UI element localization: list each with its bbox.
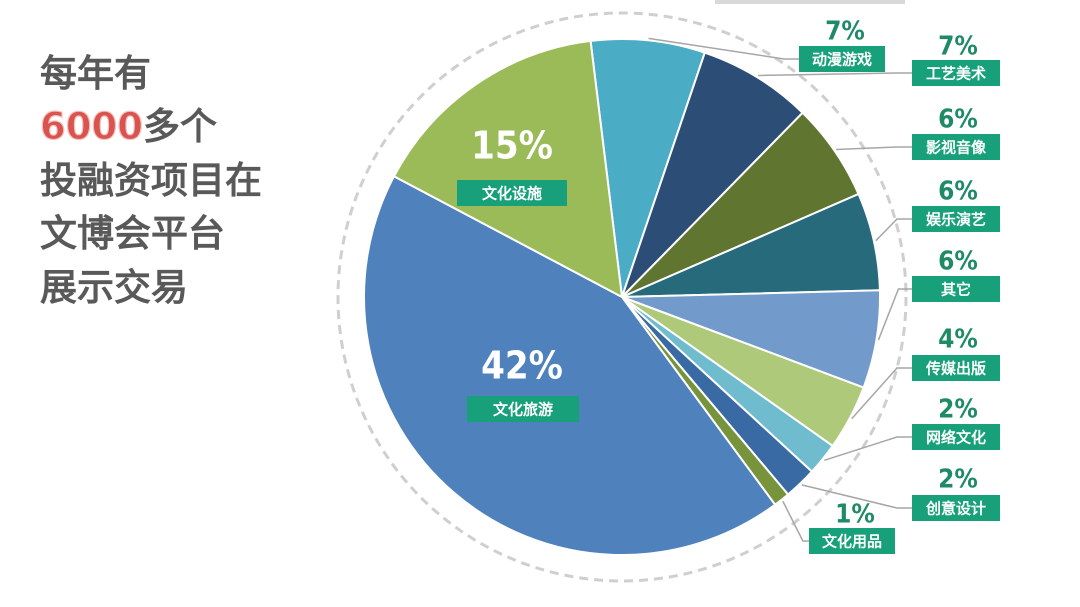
- category-label: 工艺美术: [926, 65, 986, 83]
- headline-line: 展示交易: [40, 266, 188, 309]
- value-label: 6%: [938, 247, 978, 277]
- leader-line: [851, 367, 912, 420]
- value-label: 42%: [481, 344, 563, 388]
- headline-line: 文博会平台: [40, 212, 225, 255]
- value-label: 6%: [938, 105, 978, 135]
- value-label: 7%: [825, 17, 865, 47]
- leader-line: [782, 500, 809, 542]
- headline-highlight: 6000: [40, 105, 143, 148]
- category-label: 影视音像: [926, 139, 987, 157]
- leader-line: [877, 288, 912, 341]
- category-box: [799, 46, 885, 72]
- leader-line: [875, 218, 912, 242]
- value-label: 2%: [938, 395, 978, 425]
- value-label: 2%: [938, 465, 978, 495]
- value-label: 4%: [938, 325, 978, 355]
- leader-line: [801, 484, 912, 509]
- category-box: [912, 355, 1000, 381]
- category-label: 其它: [941, 281, 971, 299]
- headline-text: 多个: [143, 105, 217, 148]
- leader-line: [824, 436, 912, 462]
- value-label: 1%: [835, 500, 875, 530]
- category-box: [912, 276, 1000, 302]
- category-box: [912, 134, 1000, 160]
- category-label: 创意设计: [925, 500, 986, 518]
- headline-line: 6000多个: [40, 105, 217, 148]
- category-box: [457, 180, 567, 206]
- category-box: [809, 528, 895, 554]
- value-label: 6%: [938, 177, 978, 207]
- pie-slice: [621, 51, 805, 298]
- leader-line: [836, 146, 912, 151]
- category-box: [912, 206, 1000, 232]
- top-bar: [715, 0, 905, 4]
- category-label: 动漫游戏: [812, 51, 872, 69]
- category-box: [912, 424, 1000, 450]
- category-label: 文化设施: [482, 185, 542, 203]
- headline-text: 文博会平台: [40, 212, 225, 255]
- value-label: 7%: [938, 32, 978, 62]
- leader-line: [758, 72, 912, 77]
- headline-line: 投融资项目在: [40, 159, 262, 202]
- category-label: 娱乐演艺: [926, 211, 986, 229]
- headline-text: 每年有: [40, 52, 151, 95]
- outer-ring: [336, 11, 908, 583]
- headline-line: 每年有: [40, 52, 151, 95]
- category-label: 传媒出版: [925, 360, 986, 378]
- category-label: 网络文化: [926, 429, 986, 447]
- headline-text: 投融资项目在: [40, 159, 262, 202]
- category-label: 文化用品: [822, 533, 882, 551]
- headline-text: 展示交易: [40, 266, 188, 309]
- value-label: 15%: [471, 124, 553, 168]
- leader-line: [648, 37, 799, 60]
- pie-slice: [363, 174, 777, 556]
- pie-slice: [589, 38, 707, 298]
- category-box: [912, 60, 1000, 86]
- pie-slice: [392, 39, 624, 299]
- category-label: 文化旅游: [493, 401, 553, 419]
- category-box: [467, 396, 579, 422]
- category-box: [912, 495, 1000, 521]
